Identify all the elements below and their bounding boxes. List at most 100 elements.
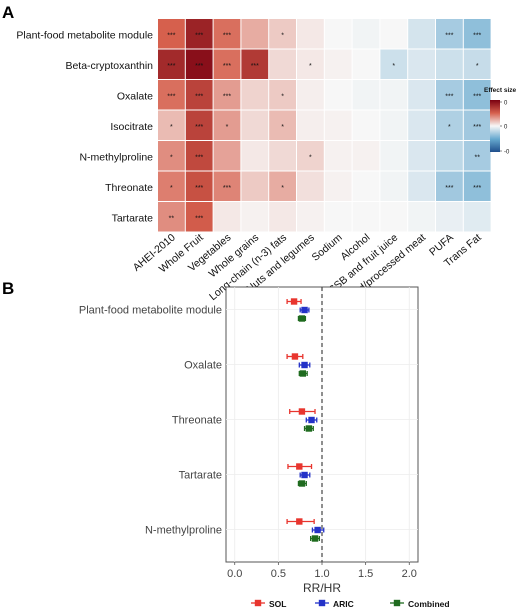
heatmap-cell	[185, 80, 213, 110]
heatmap-cell	[352, 171, 380, 201]
x-tick-label: 1.0	[314, 568, 329, 580]
heatmap-row-label: Plant-food metabolite module	[16, 29, 153, 41]
panel-label-b: B	[2, 279, 14, 298]
heatmap-cell-annotation: ***	[223, 185, 231, 192]
heatmap-cell	[269, 80, 296, 110]
heatmap-cell	[408, 80, 435, 110]
heatmap-cell	[185, 49, 213, 79]
heatmap-cell	[241, 49, 269, 79]
heatmap-cell	[408, 141, 435, 171]
heatmap-cell	[297, 171, 324, 201]
x-tick-label: 0.5	[271, 568, 286, 580]
estimate-point	[298, 315, 306, 322]
heatmap-cell-annotation: *	[309, 154, 312, 161]
heatmap-cell	[352, 49, 380, 79]
heatmap-cell	[297, 141, 324, 171]
heatmap-cell	[380, 171, 408, 201]
estimate-point	[301, 471, 308, 479]
heatmap-cell	[241, 80, 269, 110]
heatmap-cell	[324, 202, 352, 232]
heatmap-cell-annotation: ***	[223, 63, 231, 70]
heatmap-cell	[158, 19, 185, 49]
heatmap-cell-annotation: ***	[195, 215, 203, 222]
heatmap-cell	[158, 202, 185, 232]
heatmap-cell	[185, 141, 213, 171]
heatmap-cell-annotation: *	[170, 124, 173, 131]
heatmap-row-label: Threonate	[105, 182, 153, 194]
heatmap-cell-annotation: *	[226, 124, 229, 131]
heatmap-cell-annotation: ***	[223, 32, 231, 39]
heatmap-cell	[436, 110, 463, 140]
estimate-point	[298, 480, 306, 487]
heatmap-cell	[324, 141, 352, 171]
heatmap-cell	[408, 49, 435, 79]
estimate-point	[305, 425, 313, 432]
heatmap-cell	[213, 202, 241, 232]
heatmap-cell	[380, 19, 408, 49]
x-axis-label: RR/HR	[303, 581, 341, 595]
heatmap-cell	[158, 171, 185, 201]
heatmap-cell	[158, 141, 185, 171]
heatmap-row-label: Tartarate	[112, 212, 154, 224]
heatmap-cell-annotation: ***	[195, 63, 203, 70]
heatmap-cell-annotation: ***	[195, 124, 203, 131]
heatmap-cell-annotation: ***	[473, 93, 481, 100]
heatmap-cell	[436, 80, 463, 110]
heatmap-cell	[297, 110, 324, 140]
legend-marker	[393, 599, 401, 607]
heatmap-row-label: N-methylproline	[79, 151, 153, 163]
heatmap-cell	[269, 110, 296, 140]
estimate-point	[301, 306, 308, 314]
heatmap-cell	[380, 49, 408, 79]
heatmap-cell	[297, 202, 324, 232]
x-tick-label: 1.5	[358, 568, 373, 580]
heatmap-cell	[185, 202, 213, 232]
heatmap-cell	[352, 141, 380, 171]
heatmap-cell	[380, 80, 408, 110]
heatmap-cell-annotation: ***	[223, 93, 231, 100]
heatmap-cell	[241, 202, 269, 232]
heatmap-cell-annotation: ***	[167, 32, 175, 39]
heatmap-cell-annotation: ***	[473, 32, 481, 39]
heatmap-cell	[241, 110, 269, 140]
category-label: Threonate	[172, 415, 222, 427]
category-label: Plant-food metabolite module	[79, 305, 222, 317]
heatmap-cell	[352, 80, 380, 110]
estimate-point	[296, 463, 303, 470]
heatmap-cell	[269, 202, 296, 232]
estimate-point	[291, 353, 299, 360]
heatmap-cell	[463, 141, 491, 171]
heatmap-cell	[436, 171, 463, 201]
heatmap-cell	[463, 49, 491, 79]
heatmap-cell	[213, 171, 241, 201]
heatmap-cell-annotation: ***	[251, 63, 259, 70]
heatmap-cell-annotation: *	[309, 63, 312, 70]
heatmap-cell	[213, 110, 241, 140]
legend-marker	[318, 599, 326, 607]
estimate-point	[308, 416, 315, 424]
heatmap-cell	[185, 19, 213, 49]
heatmap-cell	[463, 202, 491, 232]
heatmap-cell	[269, 171, 296, 201]
heatmap-cell-annotation: *	[281, 124, 284, 131]
heatmap-cell	[324, 49, 352, 79]
estimate-point	[299, 370, 306, 377]
heatmap-cell	[213, 19, 241, 49]
heatmap-cell-annotation: *	[448, 124, 451, 131]
heatmap-row-label: Oxalate	[117, 90, 153, 102]
heatmap-cell	[213, 141, 241, 171]
category-label: Tartarate	[179, 470, 222, 482]
heatmap-cell-annotation: ***	[167, 63, 175, 70]
heatmap-cell-annotation: ***	[195, 32, 203, 39]
heatmap-cell	[380, 202, 408, 232]
heatmap-cell	[269, 19, 296, 49]
heatmap-cell	[324, 171, 352, 201]
forest-plot: Plant-food metabolite module Oxalate Threo…	[79, 286, 450, 609]
estimate-point	[298, 408, 306, 415]
heatmap-cell-annotation: *	[170, 185, 173, 192]
estimate-point	[311, 535, 319, 542]
heatmap-cell	[213, 80, 241, 110]
heatmap-cell	[436, 141, 463, 171]
heatmap-cell-annotation: ***	[473, 124, 481, 131]
